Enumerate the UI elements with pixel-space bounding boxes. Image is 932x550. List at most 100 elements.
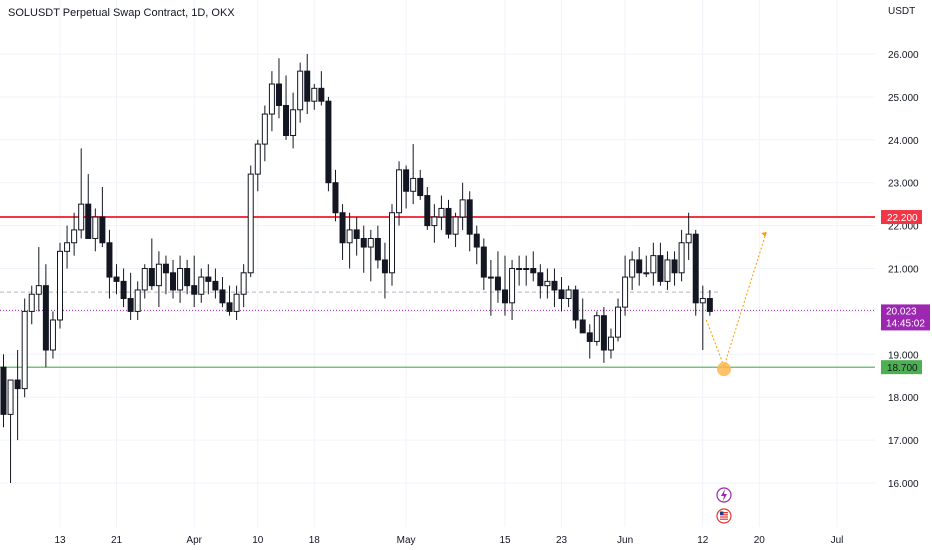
candle[interactable]: [49, 311, 56, 359]
last-price-badge[interactable]: [881, 304, 930, 331]
candle[interactable]: [509, 259, 516, 320]
support-price-badge[interactable]: [881, 360, 922, 375]
candle[interactable]: [71, 212, 78, 256]
candle[interactable]: [523, 255, 530, 286]
candle[interactable]: [487, 259, 494, 316]
us-flag-icon[interactable]: [716, 508, 732, 524]
candle[interactable]: [212, 268, 219, 299]
candle[interactable]: [64, 225, 71, 269]
candle[interactable]: [318, 71, 325, 106]
candle[interactable]: [706, 289, 713, 316]
candle[interactable]: [297, 62, 304, 123]
candle[interactable]: [219, 277, 226, 308]
candle[interactable]: [565, 285, 572, 308]
candle[interactable]: [0, 354, 7, 428]
candle[interactable]: [678, 229, 685, 282]
candle[interactable]: [431, 204, 438, 243]
candle[interactable]: [233, 285, 240, 320]
resistance-price-badge[interactable]: [881, 210, 922, 225]
candle[interactable]: [593, 311, 600, 346]
candle[interactable]: [530, 251, 537, 282]
candle[interactable]: [657, 242, 664, 286]
candle[interactable]: [304, 54, 311, 115]
candle[interactable]: [155, 251, 162, 308]
candle[interactable]: [191, 255, 198, 308]
candle[interactable]: [403, 165, 410, 209]
candle[interactable]: [177, 255, 184, 303]
candle[interactable]: [622, 255, 629, 316]
candle[interactable]: [692, 229, 699, 316]
candle[interactable]: [42, 264, 49, 368]
candle[interactable]: [544, 268, 551, 299]
candle[interactable]: [388, 204, 395, 286]
event-icons[interactable]: [716, 487, 732, 524]
candle[interactable]: [28, 285, 35, 325]
candle[interactable]: [607, 328, 614, 359]
candle[interactable]: [226, 285, 233, 316]
candle[interactable]: [636, 247, 643, 286]
candle[interactable]: [141, 264, 148, 299]
candle[interactable]: [346, 212, 353, 269]
candle[interactable]: [113, 264, 120, 295]
candle[interactable]: [629, 251, 636, 290]
candle[interactable]: [106, 229, 113, 299]
candle[interactable]: [396, 161, 403, 226]
candle[interactable]: [247, 165, 254, 278]
candle[interactable]: [205, 264, 212, 295]
candle[interactable]: [424, 186, 431, 230]
candle[interactable]: [290, 92, 297, 149]
candle[interactable]: [417, 169, 424, 200]
candle[interactable]: [21, 298, 28, 398]
candle[interactable]: [99, 186, 106, 248]
candle[interactable]: [410, 144, 417, 205]
candle[interactable]: [650, 242, 657, 286]
candle[interactable]: [671, 251, 678, 286]
candle[interactable]: [148, 238, 155, 290]
candle[interactable]: [516, 255, 523, 286]
candle[interactable]: [579, 298, 586, 334]
candle[interactable]: [184, 259, 191, 295]
candle[interactable]: [600, 307, 607, 363]
candle[interactable]: [35, 247, 42, 312]
candle[interactable]: [127, 272, 134, 320]
candle[interactable]: [268, 71, 275, 132]
candle[interactable]: [374, 225, 381, 269]
candle[interactable]: [494, 251, 501, 303]
candle[interactable]: [332, 169, 339, 222]
candle[interactable]: [57, 242, 63, 329]
candle[interactable]: [572, 285, 579, 329]
candle[interactable]: [85, 174, 92, 239]
candle[interactable]: [78, 148, 85, 239]
candle[interactable]: [14, 350, 21, 441]
candle[interactable]: [162, 255, 169, 295]
target-marker[interactable]: [716, 362, 731, 377]
candle[interactable]: [325, 96, 332, 192]
candle[interactable]: [261, 105, 268, 162]
price-axis[interactable]: USDT16.00017.00018.00019.00020.00021.000…: [881, 6, 930, 490]
candle[interactable]: [685, 212, 692, 260]
candle[interactable]: [551, 268, 558, 308]
candle[interactable]: [643, 255, 650, 278]
candle[interactable]: [502, 255, 509, 316]
candle[interactable]: [367, 229, 374, 282]
candles[interactable]: [0, 54, 713, 483]
lightning-icon[interactable]: [716, 487, 732, 503]
candle[interactable]: [92, 208, 99, 252]
candle[interactable]: [466, 191, 473, 252]
candle[interactable]: [473, 225, 480, 265]
candle[interactable]: [134, 281, 141, 320]
candle[interactable]: [254, 139, 261, 192]
candle[interactable]: [438, 195, 445, 230]
candle[interactable]: [240, 264, 247, 308]
candle[interactable]: [120, 268, 127, 308]
candle[interactable]: [445, 199, 452, 239]
candle[interactable]: [353, 217, 360, 256]
candle[interactable]: [283, 75, 290, 140]
candle[interactable]: [311, 84, 318, 110]
candle[interactable]: [480, 238, 487, 290]
candle[interactable]: [615, 298, 622, 342]
candle[interactable]: [7, 379, 14, 483]
candle[interactable]: [170, 259, 177, 299]
